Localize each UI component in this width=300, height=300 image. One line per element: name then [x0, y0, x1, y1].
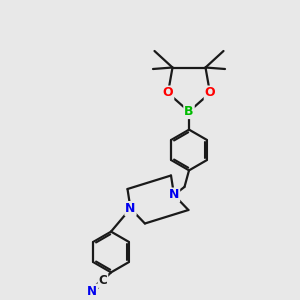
Text: O: O: [163, 86, 173, 100]
Text: O: O: [205, 86, 215, 100]
Text: N: N: [169, 188, 179, 202]
Text: C: C: [99, 274, 107, 287]
Text: N: N: [125, 202, 136, 215]
Text: B: B: [184, 105, 194, 118]
Text: N: N: [87, 285, 97, 298]
